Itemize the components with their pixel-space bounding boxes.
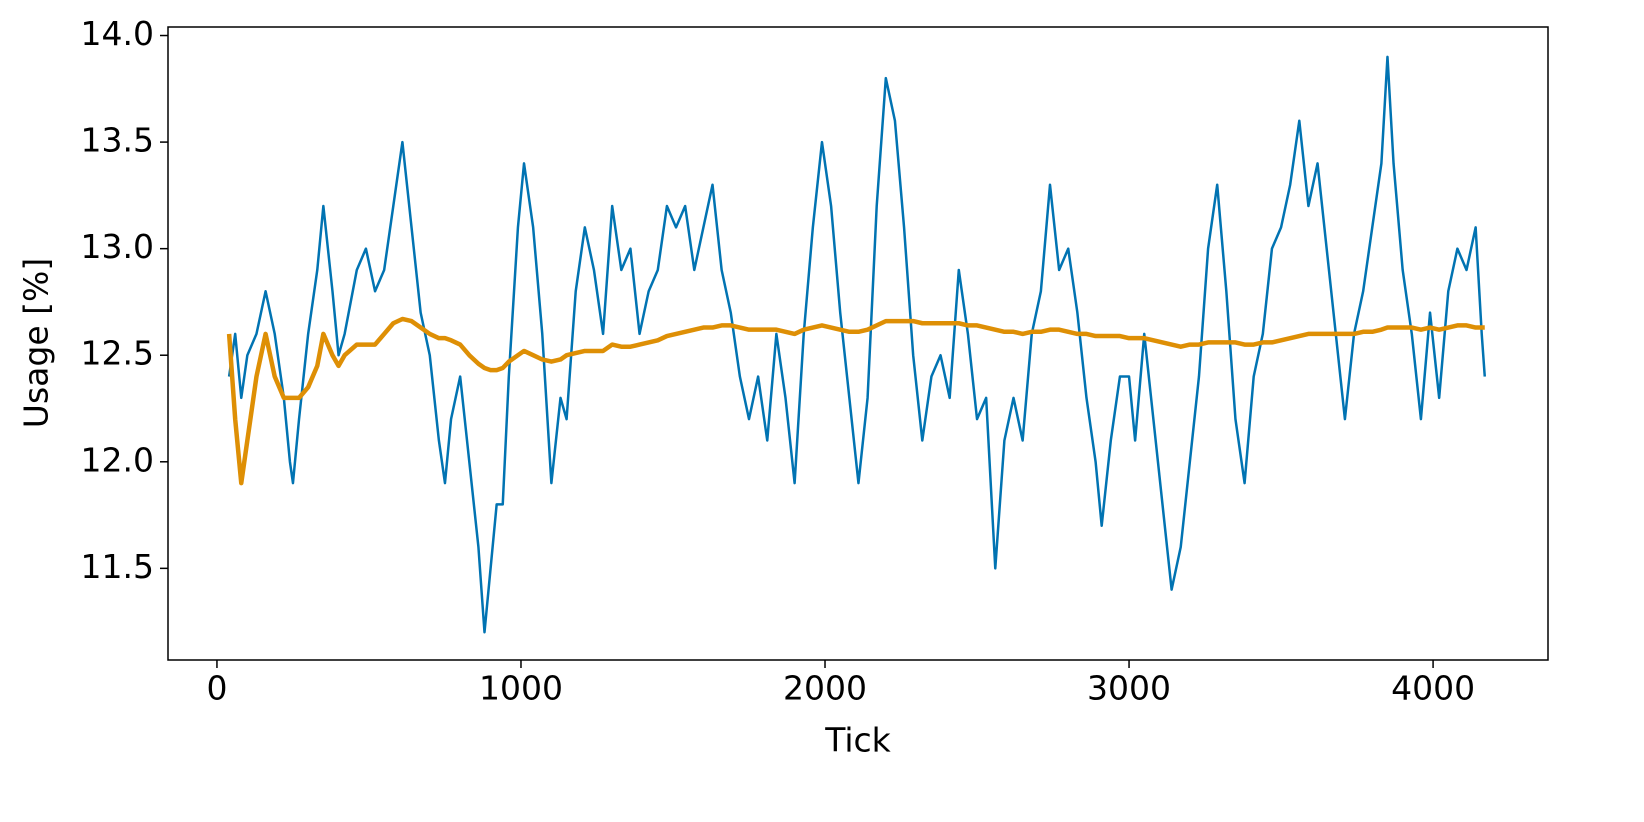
x-tick-label: 2000	[783, 669, 867, 708]
y-tick-label: 12.5	[81, 334, 154, 373]
y-axis-label: Usage [%]	[17, 258, 56, 428]
y-tick-label: 14.0	[81, 14, 154, 53]
x-tick-label: 1000	[479, 669, 563, 708]
line-series	[227, 55, 1487, 634]
y-tick-label: 13.0	[81, 227, 154, 266]
x-tick-label: 4000	[1391, 669, 1475, 708]
y-tick-label: 11.5	[81, 547, 154, 586]
x-tick-label: 0	[206, 669, 227, 708]
x-axis-label: Tick	[824, 721, 891, 760]
x-tick-label: 3000	[1087, 669, 1171, 708]
line-series	[226, 316, 1485, 486]
plot-frame	[167, 26, 1549, 661]
y-tick-label: 12.0	[81, 440, 154, 479]
y-tick-label: 13.5	[81, 121, 154, 160]
